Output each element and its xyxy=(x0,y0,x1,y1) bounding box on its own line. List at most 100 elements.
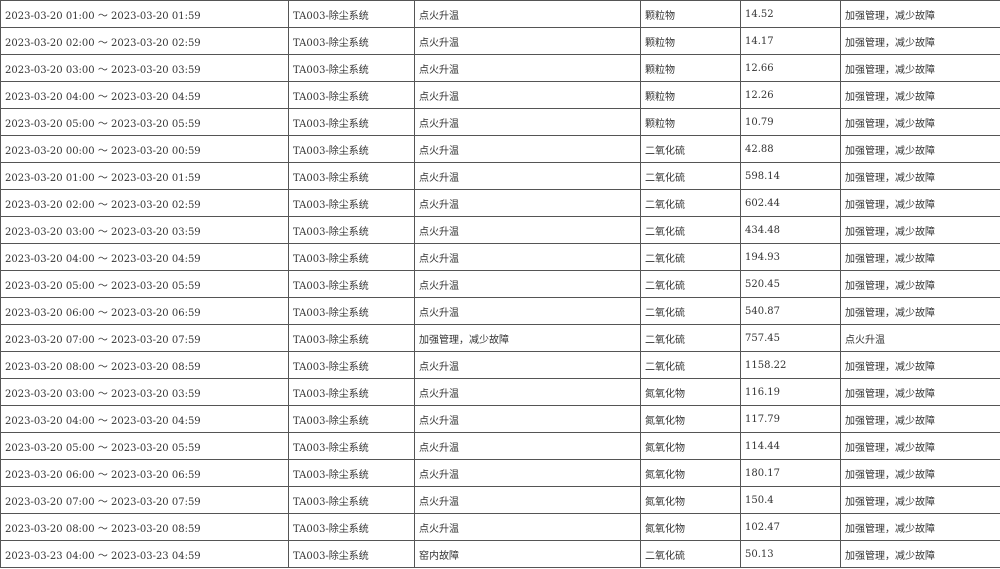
measure-cell: 加强管理，减少故障 xyxy=(840,540,1000,568)
facility-cell: TA003-除尘系统 xyxy=(288,405,415,433)
measure-cell: 加强管理，减少故障 xyxy=(840,81,1000,109)
facility-cell: TA003-除尘系统 xyxy=(288,270,415,298)
time-range-cell: 2023-03-20 02:00 ～ 2023-03-20 02:59 xyxy=(0,27,289,55)
status-cell: 点火升温 xyxy=(414,54,641,82)
status-cell: 点火升温 xyxy=(414,486,641,514)
facility-cell: TA003-除尘系统 xyxy=(288,81,415,109)
pollutant-cell: 二氧化硫 xyxy=(640,324,741,352)
pollutant-cell: 二氧化硫 xyxy=(640,243,741,271)
time-range-cell: 2023-03-20 06:00 ～ 2023-03-20 06:59 xyxy=(0,297,289,325)
table-row: 2023-03-20 04:00 ～ 2023-03-20 04:59 TA003… xyxy=(0,243,1000,271)
status-cell: 窑内故障 xyxy=(414,540,641,568)
time-range-cell: 2023-03-20 02:00 ～ 2023-03-20 02:59 xyxy=(0,189,289,217)
measure-cell: 加强管理，减少故障 xyxy=(840,405,1000,433)
time-range-cell: 2023-03-23 04:00 ～ 2023-03-23 04:59 xyxy=(0,540,289,568)
pollutant-cell: 氮氧化物 xyxy=(640,459,741,487)
value-cell: 10.79 xyxy=(740,108,841,136)
facility-cell: TA003-除尘系统 xyxy=(288,486,415,514)
value-cell: 434.48 xyxy=(740,216,841,244)
table-row: 2023-03-20 00:00 ～ 2023-03-20 00:59 TA003… xyxy=(0,135,1000,163)
table-row: 2023-03-20 02:00 ～ 2023-03-20 02:59 TA003… xyxy=(0,189,1000,217)
table-row: 2023-03-20 03:00 ～ 2023-03-20 03:59 TA003… xyxy=(0,378,1000,406)
pollutant-cell: 氮氧化物 xyxy=(640,513,741,541)
measure-cell: 加强管理，减少故障 xyxy=(840,162,1000,190)
facility-cell: TA003-除尘系统 xyxy=(288,162,415,190)
value-cell: 540.87 xyxy=(740,297,841,325)
value-cell: 114.44 xyxy=(740,432,841,460)
table-row: 2023-03-20 02:00 ～ 2023-03-20 02:59 TA003… xyxy=(0,27,1000,55)
pollutant-cell: 氮氧化物 xyxy=(640,405,741,433)
table-row: 2023-03-20 05:00 ～ 2023-03-20 05:59 TA003… xyxy=(0,108,1000,136)
table-row: 2023-03-20 05:00 ～ 2023-03-20 05:59 TA003… xyxy=(0,270,1000,298)
facility-cell: TA003-除尘系统 xyxy=(288,108,415,136)
pollutant-cell: 二氧化硫 xyxy=(640,297,741,325)
table-row: 2023-03-20 08:00 ～ 2023-03-20 08:59 TA003… xyxy=(0,513,1000,541)
value-cell: 757.45 xyxy=(740,324,841,352)
status-cell: 点火升温 xyxy=(414,162,641,190)
facility-cell: TA003-除尘系统 xyxy=(288,243,415,271)
table-row: 2023-03-20 01:00 ～ 2023-03-20 01:59 TA003… xyxy=(0,162,1000,190)
table-row: 2023-03-23 04:00 ～ 2023-03-23 04:59 TA003… xyxy=(0,540,1000,568)
pollutant-cell: 二氧化硫 xyxy=(640,540,741,568)
time-range-cell: 2023-03-20 05:00 ～ 2023-03-20 05:59 xyxy=(0,108,289,136)
value-cell: 116.19 xyxy=(740,378,841,406)
status-cell: 加强管理，减少故障 xyxy=(414,324,641,352)
pollutant-cell: 二氧化硫 xyxy=(640,216,741,244)
time-range-cell: 2023-03-20 07:00 ～ 2023-03-20 07:59 xyxy=(0,324,289,352)
status-cell: 点火升温 xyxy=(414,378,641,406)
value-cell: 117.79 xyxy=(740,405,841,433)
value-cell: 12.66 xyxy=(740,54,841,82)
time-range-cell: 2023-03-20 01:00 ～ 2023-03-20 01:59 xyxy=(0,162,289,190)
measure-cell: 点火升温 xyxy=(840,324,1000,352)
table-row: 2023-03-20 07:00 ～ 2023-03-20 07:59 TA003… xyxy=(0,486,1000,514)
status-cell: 点火升温 xyxy=(414,297,641,325)
time-range-cell: 2023-03-20 07:00 ～ 2023-03-20 07:59 xyxy=(0,486,289,514)
pollutant-cell: 颗粒物 xyxy=(640,27,741,55)
status-cell: 点火升温 xyxy=(414,27,641,55)
measure-cell: 加强管理，减少故障 xyxy=(840,216,1000,244)
status-cell: 点火升温 xyxy=(414,108,641,136)
table-row: 2023-03-20 04:00 ～ 2023-03-20 04:59 TA003… xyxy=(0,405,1000,433)
status-cell: 点火升温 xyxy=(414,81,641,109)
time-range-cell: 2023-03-20 05:00 ～ 2023-03-20 05:59 xyxy=(0,432,289,460)
facility-cell: TA003-除尘系统 xyxy=(288,54,415,82)
measure-cell: 加强管理，减少故障 xyxy=(840,513,1000,541)
time-range-cell: 2023-03-20 04:00 ～ 2023-03-20 04:59 xyxy=(0,81,289,109)
measure-cell: 加强管理，减少故障 xyxy=(840,108,1000,136)
value-cell: 42.88 xyxy=(740,135,841,163)
time-range-cell: 2023-03-20 05:00 ～ 2023-03-20 05:59 xyxy=(0,270,289,298)
value-cell: 14.17 xyxy=(740,27,841,55)
table-row: 2023-03-20 06:00 ～ 2023-03-20 06:59 TA003… xyxy=(0,297,1000,325)
measure-cell: 加强管理，减少故障 xyxy=(840,486,1000,514)
time-range-cell: 2023-03-20 03:00 ～ 2023-03-20 03:59 xyxy=(0,378,289,406)
table-row: 2023-03-20 06:00 ～ 2023-03-20 06:59 TA003… xyxy=(0,459,1000,487)
facility-cell: TA003-除尘系统 xyxy=(288,459,415,487)
facility-cell: TA003-除尘系统 xyxy=(288,432,415,460)
status-cell: 点火升温 xyxy=(414,216,641,244)
pollutant-cell: 二氧化硫 xyxy=(640,135,741,163)
facility-cell: TA003-除尘系统 xyxy=(288,189,415,217)
status-cell: 点火升温 xyxy=(414,432,641,460)
status-cell: 点火升温 xyxy=(414,459,641,487)
value-cell: 150.4 xyxy=(740,486,841,514)
pollutant-cell: 颗粒物 xyxy=(640,81,741,109)
time-range-cell: 2023-03-20 03:00 ～ 2023-03-20 03:59 xyxy=(0,54,289,82)
pollutant-cell: 氮氧化物 xyxy=(640,432,741,460)
time-range-cell: 2023-03-20 03:00 ～ 2023-03-20 03:59 xyxy=(0,216,289,244)
table-row: 2023-03-20 05:00 ～ 2023-03-20 05:59 TA003… xyxy=(0,432,1000,460)
time-range-cell: 2023-03-20 04:00 ～ 2023-03-20 04:59 xyxy=(0,243,289,271)
value-cell: 602.44 xyxy=(740,189,841,217)
pollutant-cell: 颗粒物 xyxy=(640,0,741,28)
facility-cell: TA003-除尘系统 xyxy=(288,378,415,406)
measure-cell: 加强管理，减少故障 xyxy=(840,270,1000,298)
pollutant-cell: 二氧化硫 xyxy=(640,162,741,190)
value-cell: 194.93 xyxy=(740,243,841,271)
facility-cell: TA003-除尘系统 xyxy=(288,27,415,55)
status-cell: 点火升温 xyxy=(414,243,641,271)
time-range-cell: 2023-03-20 08:00 ～ 2023-03-20 08:59 xyxy=(0,513,289,541)
measure-cell: 加强管理，减少故障 xyxy=(840,459,1000,487)
pollutant-cell: 氮氧化物 xyxy=(640,378,741,406)
measure-cell: 加强管理，减少故障 xyxy=(840,135,1000,163)
